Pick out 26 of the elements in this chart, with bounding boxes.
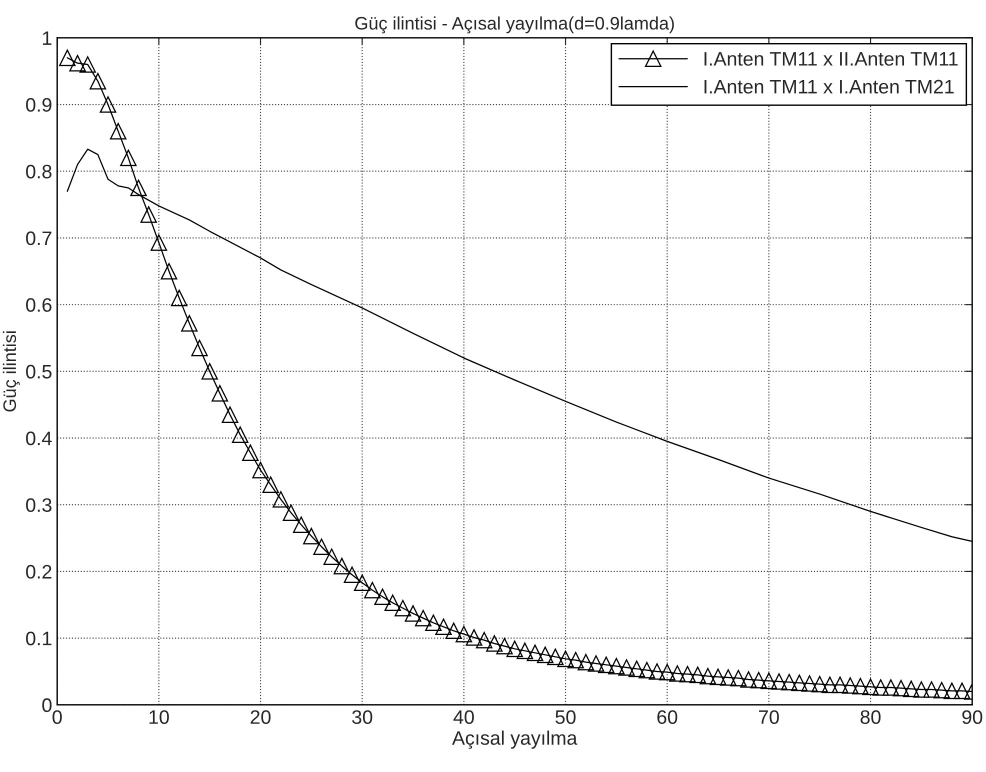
x-axis-title: Açısal yayılma [452, 730, 578, 749]
y-tick-label: 0.7 [26, 231, 52, 246]
x-tick-label: 80 [860, 710, 881, 724]
y-tick-label: 0.6 [26, 298, 52, 312]
y-tick-label: 0 [42, 698, 52, 712]
legend-label: I.Anten TM11 x I.Anten TM21 [704, 80, 954, 94]
y-tick-label: 0.5 [26, 364, 52, 379]
y-tick-label: 0.8 [26, 164, 52, 178]
legend-label: I.Anten TM11 x II.Anten TM11 [704, 52, 958, 66]
y-tick-label: 0.4 [26, 432, 52, 446]
y-tick-label: 0.2 [26, 564, 52, 579]
x-tick-label: 70 [759, 710, 779, 724]
x-tick-label: 30 [352, 710, 372, 724]
y-tick-label: 0.1 [26, 632, 52, 646]
chart-title: Güç ilintisi - Açısal yayılma(d=0.9lamda) [355, 16, 674, 34]
y-tick-label: 1 [42, 31, 52, 45]
x-tick-label: 50 [555, 710, 576, 724]
x-tick-label: 60 [657, 710, 678, 724]
x-tick-label: 0 [52, 710, 62, 724]
x-tick-label: 20 [250, 710, 271, 724]
x-tick-label: 40 [453, 710, 474, 724]
y-tick-label: 0.3 [26, 498, 52, 512]
x-tick-label: 10 [150, 710, 169, 724]
x-tick-label: 90 [962, 710, 982, 724]
y-tick-label: 0.9 [26, 98, 52, 112]
y-axis-title: Güç ilintisi [2, 331, 20, 412]
